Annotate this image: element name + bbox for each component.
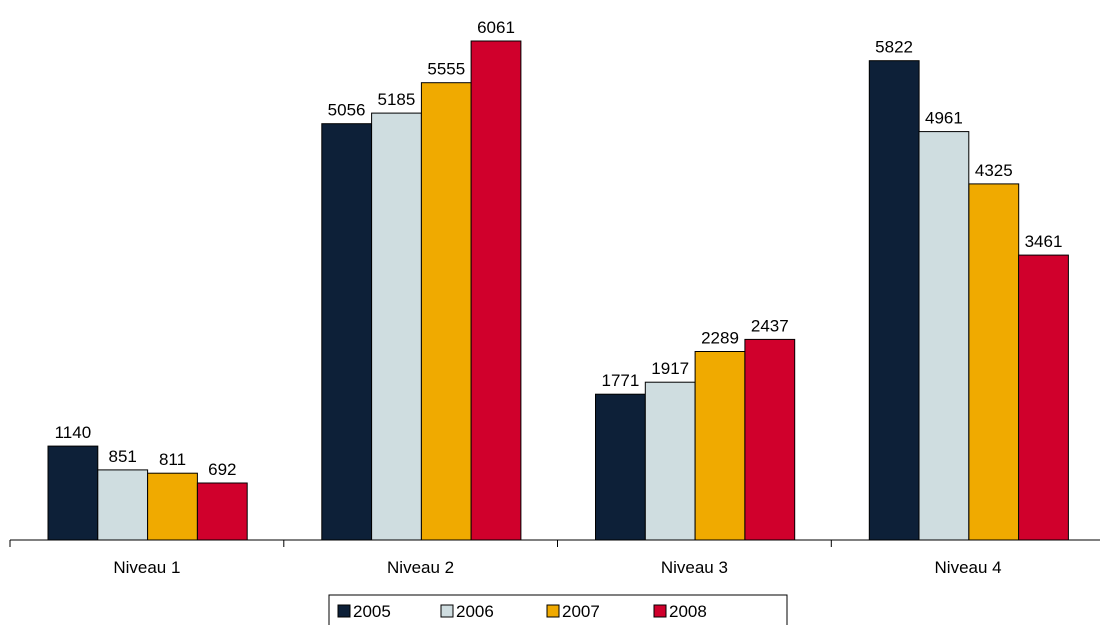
data-label: 692 — [208, 460, 236, 479]
data-label: 1771 — [601, 371, 639, 390]
legend-swatch-2008 — [653, 604, 667, 618]
bar-niveau-2-2007 — [420, 82, 472, 541]
bar-niveau-2-2006 — [371, 112, 422, 541]
data-label: 811 — [159, 450, 186, 469]
bar-niveau-1-2005 — [47, 445, 99, 541]
bar-niveau-2-2008 — [470, 40, 522, 541]
legend-swatch-2007 — [546, 604, 560, 618]
legend-label: 2008 — [669, 602, 707, 621]
legend-swatch-2006 — [440, 604, 454, 618]
data-label: 5555 — [427, 60, 465, 79]
bar-niveau-3-2007 — [694, 351, 746, 541]
bar-niveau-3-2005 — [595, 393, 646, 541]
data-label: 1917 — [651, 359, 689, 378]
x-tick-label: Niveau 2 — [387, 558, 454, 577]
x-tick-label: Niveau 3 — [661, 558, 728, 577]
data-label: 4325 — [975, 161, 1013, 180]
x-axis: Niveau 1 Niveau 2 Niveau 3 Niveau 4 — [9, 539, 1100, 577]
data-label: 1140 — [55, 423, 92, 442]
bar-niveau-4-2008 — [1018, 254, 1069, 541]
bar-niveau-4-2007 — [968, 183, 1020, 541]
data-label: 4961 — [925, 109, 963, 128]
bar-niveau-4-2006 — [918, 131, 970, 541]
data-label: 5822 — [875, 38, 913, 57]
value-labels-group: 1140 851 811 692 5056 5185 5555 6061 1771 1917 228… — [55, 18, 1063, 479]
bar-niveau-2-2005 — [321, 123, 373, 541]
x-tick-label: Niveau 4 — [935, 558, 1002, 577]
x-tick-label: Niveau 1 — [113, 558, 180, 577]
legend: 2005 2006 2007 2008 — [328, 594, 788, 625]
legend-swatch-2005 — [337, 604, 351, 618]
legend-label: 2005 — [353, 602, 391, 621]
bar-niveau-1-2008 — [196, 482, 248, 541]
data-label: 2437 — [751, 316, 789, 335]
bar-niveau-1-2006 — [97, 469, 149, 541]
bars-group — [47, 40, 1069, 541]
bar-niveau-4-2005 — [868, 60, 920, 541]
data-label: 6061 — [477, 18, 515, 37]
data-label: 3461 — [1025, 232, 1063, 251]
legend-label: 2006 — [456, 602, 494, 621]
data-label: 2289 — [701, 329, 739, 348]
data-label: 851 — [109, 447, 137, 466]
bar-niveau-3-2008 — [744, 338, 796, 541]
bar-niveau-3-2006 — [644, 381, 696, 541]
legend-label: 2007 — [562, 602, 600, 621]
data-label: 5185 — [377, 90, 415, 109]
data-label: 5056 — [328, 101, 366, 120]
bar-niveau-1-2007 — [147, 472, 198, 541]
